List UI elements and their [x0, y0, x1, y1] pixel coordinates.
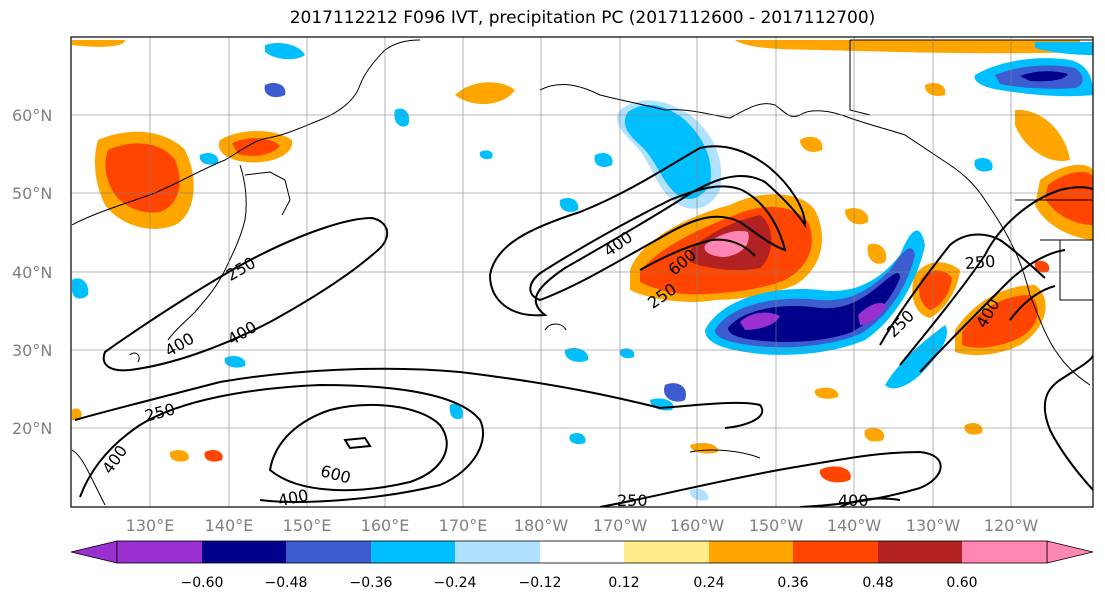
lon-label: 150°E [283, 516, 332, 535]
colorbar-segment [878, 541, 962, 563]
lon-label: 160°W [670, 516, 725, 535]
colorbar-tick-label: 0.60 [946, 575, 977, 591]
map-title: 2017112212 F096 IVT, precipitation PC (2… [289, 8, 876, 28]
colorbar-tick-label: 0.36 [777, 575, 808, 591]
lon-label: 150°W [749, 516, 804, 535]
colorbar-tick-label: 0.48 [862, 575, 893, 591]
colorbar-segment [709, 541, 793, 563]
lat-label: 50°N [12, 184, 52, 203]
lon-label: 160°E [361, 516, 410, 535]
colorbar-segment [117, 541, 202, 563]
contour-label: 400 [276, 485, 310, 510]
lon-label: 180°W [514, 516, 569, 535]
precip-negative-shading [72, 42, 1093, 501]
longitude-labels: 130°E 140°E 150°E 160°E 170°E 180°W 170°… [126, 516, 1039, 535]
contour-label: 400 [838, 491, 869, 510]
colorbar-segment [540, 541, 624, 563]
lon-label: 130°W [906, 516, 961, 535]
lat-label: 20°N [12, 419, 52, 438]
colorbar-tick-label: 0.12 [608, 575, 639, 591]
precip-positive-shading [72, 40, 1093, 483]
colorbar-segment [455, 541, 540, 563]
map-border [70, 36, 1094, 508]
colorbar-tick-label: −0.24 [434, 575, 477, 591]
colorbar-ticks: −0.60 −0.48 −0.36 −0.24 −0.12 0.12 0.24 … [181, 575, 978, 591]
lat-label: 40°N [12, 263, 52, 282]
colorbar-tick-label: 0.24 [693, 575, 724, 591]
lon-label: 170°W [593, 516, 648, 535]
latitude-labels: 60°N 50°N 40°N 30°N 20°N [12, 106, 52, 438]
colorbar-max-extension [1046, 540, 1094, 564]
lon-label: 130°E [126, 516, 175, 535]
lon-label: 140°E [205, 516, 254, 535]
colorbar-tick-label: −0.36 [350, 575, 393, 591]
colorbar-tick-label: −0.60 [181, 575, 224, 591]
lat-label: 60°N [12, 106, 52, 125]
contour-label: 250 [964, 252, 996, 274]
colorbar-segment [793, 541, 878, 563]
ivt-contours [74, 145, 1093, 507]
colorbar-segment [624, 541, 709, 563]
colorbar-segment [371, 541, 455, 563]
lat-label: 30°N [12, 341, 52, 360]
lon-label: 170°E [439, 516, 488, 535]
colorbar-segment [962, 541, 1047, 563]
lon-label: 140°W [827, 516, 882, 535]
colorbar: −0.60 −0.48 −0.36 −0.24 −0.12 0.12 0.24 … [70, 540, 1094, 591]
lon-label: 120°W [984, 516, 1039, 535]
colorbar-tick-label: −0.48 [265, 575, 308, 591]
contour-label: 250 [617, 491, 648, 510]
colorbar-tick-label: −0.12 [519, 575, 562, 591]
colorbar-segment [286, 541, 371, 563]
colorbar-frame [116, 540, 1048, 564]
gridlines [71, 37, 1093, 507]
colorbar-segment [202, 541, 286, 563]
colorbar-min-extension [70, 540, 118, 564]
